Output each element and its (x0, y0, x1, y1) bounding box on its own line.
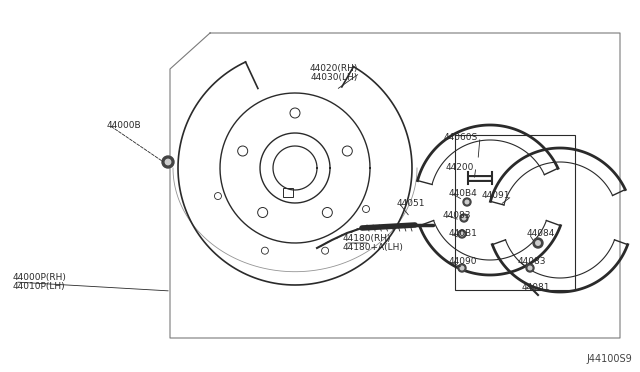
Circle shape (533, 238, 543, 248)
Circle shape (528, 266, 532, 270)
Circle shape (536, 241, 540, 245)
Circle shape (165, 159, 171, 165)
Circle shape (162, 156, 174, 168)
Circle shape (463, 198, 471, 206)
Text: 44083: 44083 (518, 257, 547, 266)
Bar (455, 135, 575, 290)
Bar (283, 188, 293, 197)
Text: 44081: 44081 (522, 282, 550, 292)
Circle shape (458, 264, 466, 272)
Text: 44051: 44051 (397, 199, 426, 208)
Circle shape (460, 266, 464, 270)
Text: 44200: 44200 (445, 163, 474, 171)
Text: 44020(RH)
44030(LH): 44020(RH) 44030(LH) (310, 64, 358, 82)
Text: 440B1: 440B1 (449, 230, 478, 238)
Text: J44100S9: J44100S9 (586, 354, 632, 364)
Text: 44060S: 44060S (444, 132, 478, 141)
Circle shape (462, 216, 466, 220)
Text: 44083: 44083 (443, 211, 472, 219)
Circle shape (465, 200, 468, 204)
Text: 440B4: 440B4 (449, 189, 477, 198)
Text: 44180(RH)
44180+A(LH): 44180(RH) 44180+A(LH) (343, 234, 404, 252)
Circle shape (460, 214, 468, 222)
Circle shape (458, 230, 466, 238)
Text: 44084: 44084 (527, 230, 556, 238)
Circle shape (526, 264, 534, 272)
Text: 44091: 44091 (481, 192, 510, 201)
Text: 44090: 44090 (449, 257, 477, 266)
Text: 44000P(RH)
44010P(LH): 44000P(RH) 44010P(LH) (13, 273, 67, 291)
Text: 44000B: 44000B (107, 121, 141, 129)
Circle shape (460, 232, 464, 236)
